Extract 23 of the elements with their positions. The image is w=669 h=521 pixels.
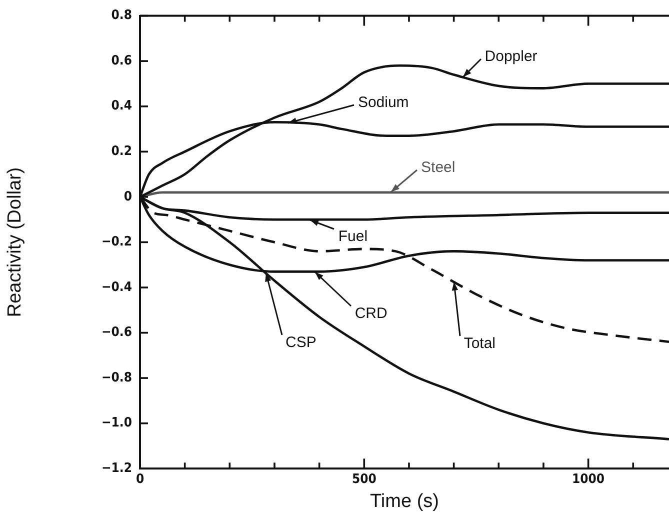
series-label: Steel: [421, 159, 456, 178]
text: CRD: [354, 304, 388, 323]
y-tick-label: −0.4: [101, 280, 132, 295]
series-label: CSP: [286, 334, 316, 352]
y-tick-label: 0.6: [111, 53, 132, 68]
y-tick-label: −0.8: [101, 370, 132, 386]
series-label: Doppler: [484, 48, 538, 66]
x-tick-label: 500: [352, 472, 376, 487]
y-tick-label: 0: [124, 189, 132, 204]
series-label: Total: [464, 334, 496, 353]
y-tick-label: 0.2: [111, 144, 132, 160]
y-tick-label: 0.4: [111, 98, 132, 114]
y-tick-label: 0.8: [111, 8, 132, 24]
y-tick-label: −1.2: [101, 460, 132, 476]
series-label: Fuel: [338, 228, 368, 246]
y-tick-label: −1.0: [101, 416, 132, 431]
series-label: Sodium: [358, 94, 409, 112]
x-tick-label: 1000: [572, 472, 605, 487]
x-tick-label: 0: [136, 472, 144, 487]
x-axis-title: Time (s): [370, 490, 439, 512]
y-tick-label: −0.2: [101, 234, 132, 250]
y-tick-label: −0.6: [101, 325, 132, 340]
y-axis-title: Reactivity (Dollar): [4, 167, 26, 318]
